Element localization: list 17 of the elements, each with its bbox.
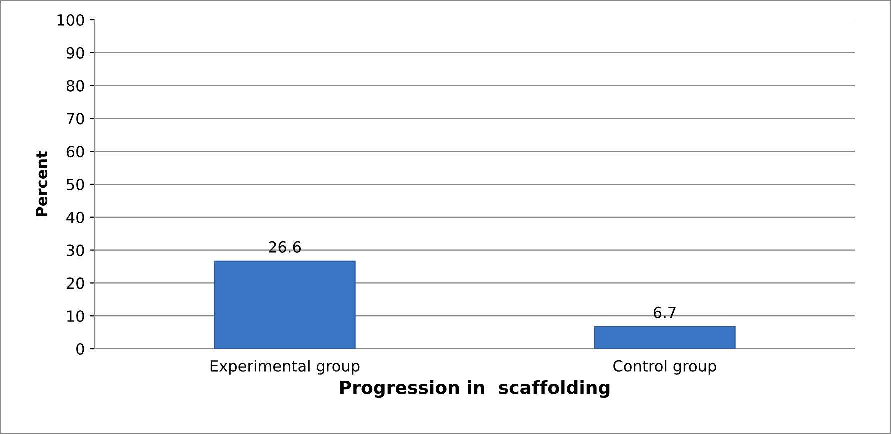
y-tick-label: 60 (66, 146, 84, 158)
y-tick-label: 0 (76, 343, 84, 356)
y-tick-label: 10 (68, 310, 84, 322)
y-tick-label: 30 (67, 244, 84, 256)
y-tick-label: 80 (66, 80, 84, 92)
data-label: 6.7 (654, 306, 676, 318)
y-tick-label: 70 (67, 113, 84, 125)
data-label: 26.6 (269, 241, 302, 253)
y-axis-title: Percent (36, 152, 48, 216)
y-tick-label: 20 (66, 278, 84, 290)
y-tick-label: 50 (67, 178, 84, 191)
x-axis-title: Progression in scaffolding (340, 380, 610, 398)
y-tick-label: 100 (58, 14, 84, 26)
y-tick-label: 90 (66, 47, 84, 59)
x-tick-label: Experimental group (210, 360, 360, 375)
x-tick-label: Control group (614, 360, 716, 375)
y-tick-label: 40 (66, 212, 84, 224)
